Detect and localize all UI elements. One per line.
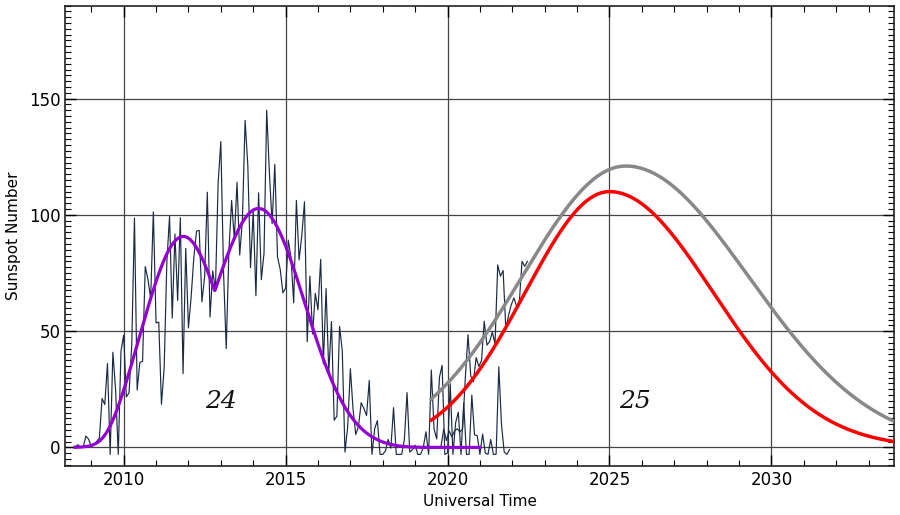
Text: 25: 25 bbox=[619, 389, 652, 413]
X-axis label: Universal Time: Universal Time bbox=[423, 494, 537, 509]
Text: 24: 24 bbox=[205, 389, 237, 413]
Y-axis label: Sunspot Number: Sunspot Number bbox=[5, 171, 21, 300]
